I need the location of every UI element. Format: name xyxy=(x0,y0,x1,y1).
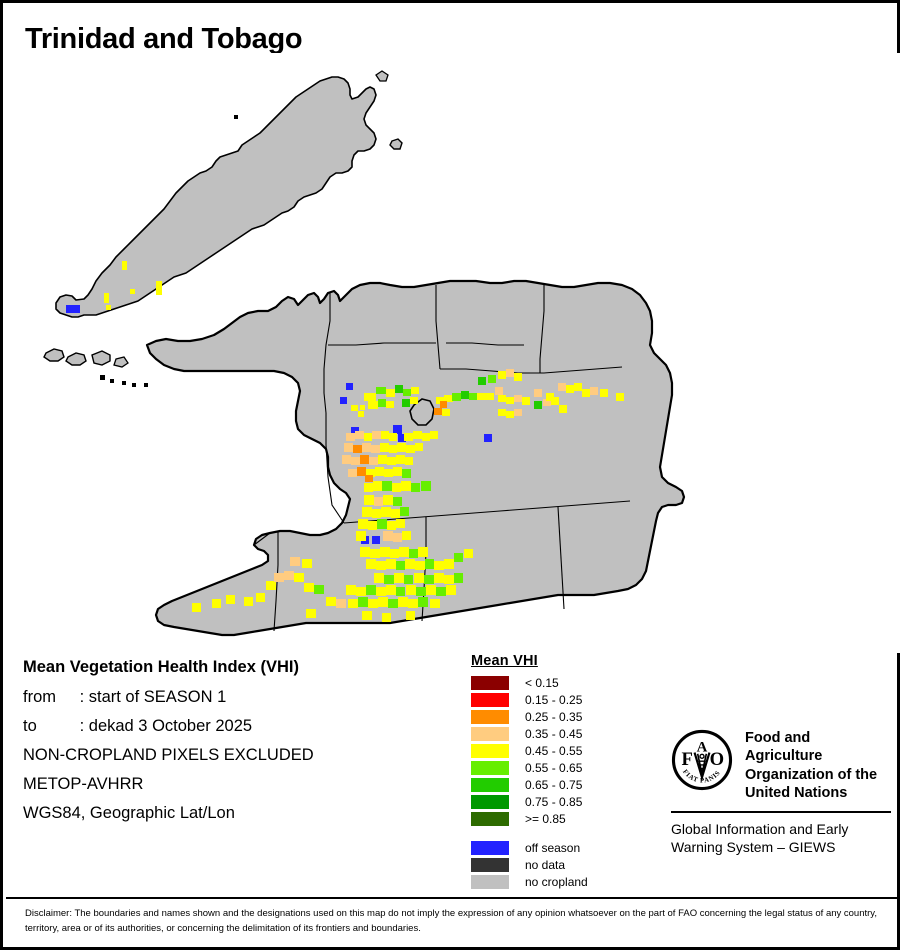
info-sensor: METOP-AVHRR xyxy=(23,775,144,793)
legend-swatch-icon xyxy=(471,777,509,792)
legend-label: 0.65 - 0.75 xyxy=(525,777,583,792)
legend-swatch-icon xyxy=(471,692,509,707)
disclaimer-divider xyxy=(6,897,900,899)
legend-title: Mean VHI xyxy=(471,653,538,669)
fao-organization-name: Food and Agriculture Organization of the… xyxy=(745,729,891,802)
giews-line-2: Warning System – GIEWS xyxy=(671,839,836,856)
legend-swatch-icon xyxy=(471,709,509,724)
admin-boundaries xyxy=(253,285,631,632)
legend-item[interactable]: < 0.15 xyxy=(471,674,651,691)
tobago-vhi-pixels xyxy=(66,261,162,313)
legend-item[interactable]: 0.15 - 0.25 xyxy=(471,691,651,708)
legend-class-list: < 0.15 0.15 - 0.25 0.25 - 0.35 0.35 - 0.… xyxy=(471,674,651,827)
legend-item[interactable]: 0.55 - 0.65 xyxy=(471,759,651,776)
info-from-row: from : start of SEASON 1 xyxy=(23,688,443,707)
legend-swatch-icon xyxy=(471,794,509,809)
legend-item[interactable]: >= 0.85 xyxy=(471,810,651,827)
giews-label: Global Information and Early Warning Sys… xyxy=(671,820,891,856)
caroni-inner-feature xyxy=(409,398,435,426)
fao-name-line-1: Food and Agriculture xyxy=(745,730,823,765)
info-from-key: from xyxy=(23,688,56,706)
tobago-landmass xyxy=(55,76,377,318)
legend-label: 0.25 - 0.35 xyxy=(525,709,583,724)
disclaimer-text: Disclaimer: The boundaries and names sho… xyxy=(25,908,877,934)
fao-logo-icon: F A O FIAT PANIS xyxy=(671,729,733,791)
legend-label: no cropland xyxy=(525,874,588,889)
legend-label: 0.55 - 0.65 xyxy=(525,760,583,775)
fao-name-line-2: Organization of the xyxy=(745,766,878,783)
legend-label: 0.15 - 0.25 xyxy=(525,692,583,707)
tobago-islet-dot xyxy=(234,115,238,119)
svg-text:F: F xyxy=(681,749,692,770)
tobago-islet-little-tobago xyxy=(389,138,403,150)
info-cropland-note: NON-CROPLAND PIXELS EXCLUDED xyxy=(23,746,314,764)
trinidad-vhi-pixels xyxy=(192,369,624,622)
legend-swatch-icon xyxy=(471,726,509,741)
info-projection: WGS84, Geographic Lat/Lon xyxy=(23,804,235,822)
legend-swatch-icon xyxy=(471,743,509,758)
legend-item-off-season[interactable]: off season xyxy=(471,839,651,856)
fao-divider xyxy=(671,811,891,814)
legend-item-no-cropland[interactable]: no cropland xyxy=(471,873,651,890)
island-trinidad xyxy=(43,279,686,637)
map-canvas[interactable] xyxy=(6,53,900,653)
legend-item[interactable]: 0.45 - 0.55 xyxy=(471,742,651,759)
map-info-block: Mean Vegetation Health Index (VHI) from … xyxy=(23,658,443,833)
info-to-key: to xyxy=(23,717,37,735)
island-tobago xyxy=(55,70,403,318)
info-to-row: to : dekad 3 October 2025 xyxy=(23,717,443,736)
legend-swatch-icon xyxy=(471,760,509,775)
legend-swatch-icon xyxy=(471,675,509,690)
legend-label: 0.35 - 0.45 xyxy=(525,726,583,741)
map-legend: Mean VHI < 0.15 0.15 - 0.25 0.25 - 0.35 … xyxy=(471,653,651,890)
info-from-value: : start of SEASON 1 xyxy=(79,688,227,706)
map-svg[interactable] xyxy=(6,53,900,653)
legend-swatch-icon xyxy=(471,874,509,889)
legend-extra-list: off season no data no cropland xyxy=(471,839,651,890)
info-heading: Mean Vegetation Health Index (VHI) xyxy=(23,658,299,676)
info-to-value: : dekad 3 October 2025 xyxy=(79,717,253,735)
giews-line-1: Global Information and Early xyxy=(671,821,849,838)
svg-text:A: A xyxy=(697,739,708,755)
fao-name-line-3: United Nations xyxy=(745,784,848,801)
legend-swatch-icon xyxy=(471,811,509,826)
legend-label: < 0.15 xyxy=(525,675,559,690)
legend-label: 0.75 - 0.85 xyxy=(525,794,583,809)
fao-branding: F A O FIAT PANIS Food and Agriculture xyxy=(671,729,891,856)
legend-label: 0.45 - 0.55 xyxy=(525,743,583,758)
svg-text:O: O xyxy=(710,749,724,770)
bocas-islands xyxy=(43,348,148,387)
legend-label: >= 0.85 xyxy=(525,811,566,826)
legend-item[interactable]: 0.75 - 0.85 xyxy=(471,793,651,810)
legend-item[interactable]: 0.35 - 0.45 xyxy=(471,725,651,742)
tobago-islet-goat xyxy=(375,70,389,82)
legend-label: off season xyxy=(525,840,581,855)
legend-swatch-icon xyxy=(471,840,509,855)
trinidad-landmass xyxy=(145,279,686,637)
legend-label: no data xyxy=(525,857,566,872)
legend-item-no-data[interactable]: no data xyxy=(471,856,651,873)
page-title: Trinidad and Tobago xyxy=(25,23,303,55)
legend-item[interactable]: 0.25 - 0.35 xyxy=(471,708,651,725)
legend-item[interactable]: 0.65 - 0.75 xyxy=(471,776,651,793)
legend-swatch-icon xyxy=(471,857,509,872)
